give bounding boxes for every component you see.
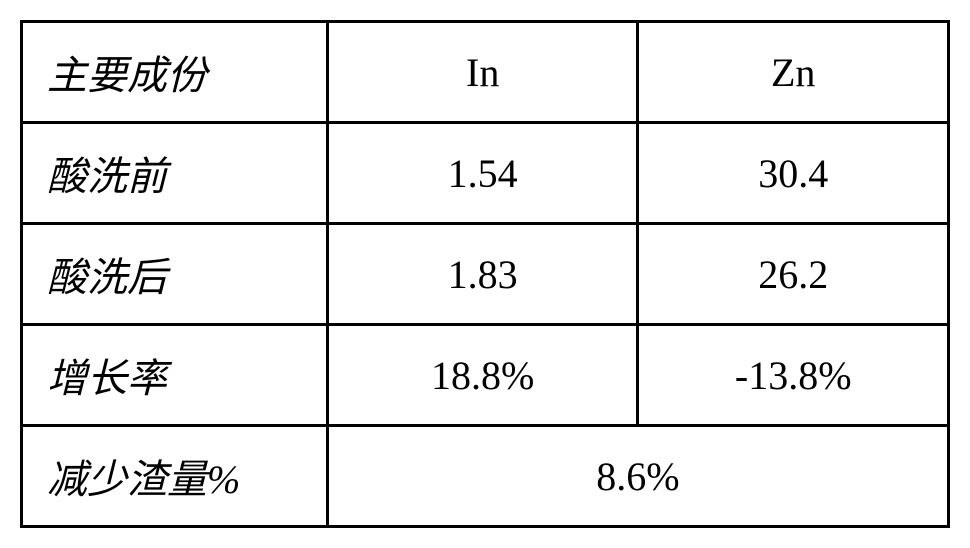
row-label-before: 酸洗前	[22, 123, 328, 224]
header-label-cell: 主要成份	[22, 22, 328, 123]
table-header-row: 主要成份 In Zn	[22, 22, 949, 123]
header-col-zn: Zn	[638, 22, 949, 123]
data-table-container: 主要成份 In Zn 酸洗前 1.54 30.4 酸洗后 1.83 26.2 增…	[20, 20, 950, 528]
row-label-after: 酸洗后	[22, 224, 328, 325]
table-footer-row: 减少渣量% 8.6%	[22, 426, 949, 527]
composition-table: 主要成份 In Zn 酸洗前 1.54 30.4 酸洗后 1.83 26.2 增…	[20, 20, 950, 528]
cell-value: 1.54	[327, 123, 638, 224]
footer-merged-value: 8.6%	[327, 426, 948, 527]
table-row: 酸洗后 1.83 26.2	[22, 224, 949, 325]
cell-value: 30.4	[638, 123, 949, 224]
footer-label: 减少渣量%	[22, 426, 328, 527]
table-row: 增长率 18.8% -13.8%	[22, 325, 949, 426]
header-col-in: In	[327, 22, 638, 123]
row-label-growth: 增长率	[22, 325, 328, 426]
table-row: 酸洗前 1.54 30.4	[22, 123, 949, 224]
cell-value: 18.8%	[327, 325, 638, 426]
cell-value: 1.83	[327, 224, 638, 325]
cell-value: 26.2	[638, 224, 949, 325]
cell-value: -13.8%	[638, 325, 949, 426]
